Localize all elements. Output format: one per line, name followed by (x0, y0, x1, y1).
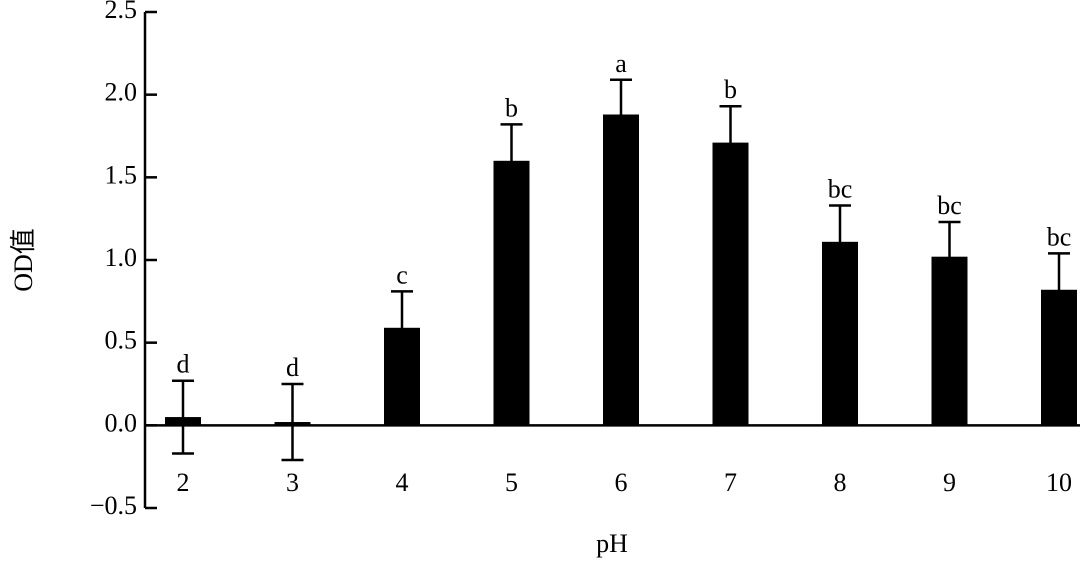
bar (712, 142, 749, 426)
y-tick-label: 0.0 (105, 408, 138, 437)
error-bar (938, 220, 961, 293)
x-tick-label: 10 (1046, 468, 1072, 497)
significance-letter: bc (937, 191, 962, 220)
bar (493, 160, 530, 426)
y-tick-label: 2.0 (105, 78, 138, 107)
x-tick-label: 4 (396, 468, 409, 497)
error-bar (500, 123, 523, 199)
y-tick-label: 1.0 (105, 243, 138, 272)
y-tick-label: 1.5 (105, 160, 138, 189)
x-tick-label: 2 (177, 468, 190, 497)
significance-letter: a (615, 49, 627, 78)
x-tick-label: 8 (834, 468, 847, 497)
significance-letter: d (286, 353, 299, 382)
x-tick-label: 3 (286, 468, 299, 497)
x-tick-label: 9 (943, 468, 956, 497)
x-tick-label: 6 (615, 468, 628, 497)
significance-letter: b (724, 75, 737, 104)
x-tick-label: 7 (724, 468, 737, 497)
significance-letter: bc (828, 174, 853, 203)
x-axis-label: pH (596, 529, 628, 558)
error-bar (172, 379, 194, 455)
y-tick-label: −0.5 (90, 491, 137, 520)
error-bar (281, 382, 304, 462)
bar (603, 114, 639, 426)
y-tick-label: 2.5 (105, 0, 138, 24)
x-tick-label: 5 (505, 468, 518, 497)
significance-letter: b (505, 93, 518, 122)
error-bar (1048, 252, 1070, 328)
error-bar (391, 290, 413, 366)
y-tick-label: 0.5 (105, 326, 138, 355)
y-axis-label: OD值 (9, 228, 38, 292)
error-bar (829, 204, 851, 280)
significance-letter: bc (1047, 222, 1072, 251)
error-bar (610, 78, 632, 151)
significance-letter: c (396, 260, 408, 289)
error-bar (719, 104, 742, 181)
significance-letter: d (177, 350, 190, 379)
